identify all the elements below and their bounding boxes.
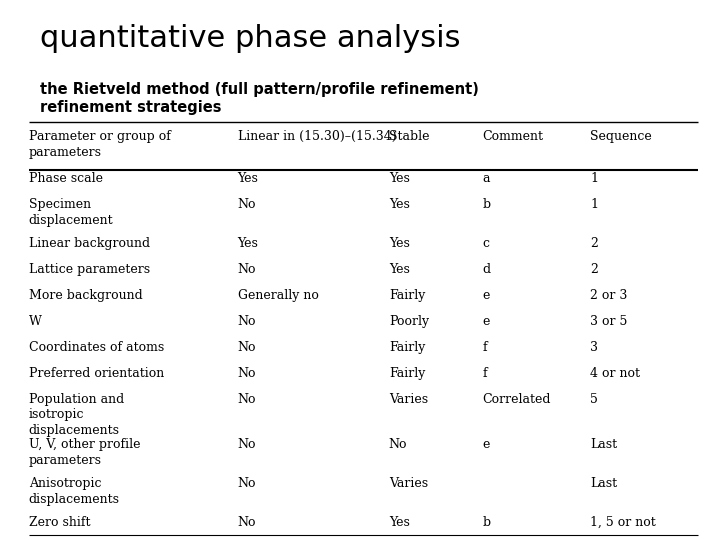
Text: 1: 1 [590, 198, 598, 211]
Text: 3: 3 [590, 341, 598, 354]
Text: 2 or 3: 2 or 3 [590, 289, 628, 302]
Text: f: f [482, 367, 487, 380]
Text: Phase scale: Phase scale [29, 172, 103, 185]
Text: Yes: Yes [389, 516, 410, 529]
Text: Yes: Yes [389, 198, 410, 211]
Text: e: e [482, 289, 490, 302]
Text: Specimen
displacement: Specimen displacement [29, 198, 114, 227]
Text: Linear in (15.30)–(15.34): Linear in (15.30)–(15.34) [238, 130, 396, 143]
Text: Varies: Varies [389, 393, 428, 406]
Text: Poorly: Poorly [389, 315, 429, 328]
Text: Last: Last [590, 438, 618, 451]
Text: Coordinates of atoms: Coordinates of atoms [29, 341, 164, 354]
Text: No: No [389, 438, 408, 451]
Text: Fairly: Fairly [389, 367, 426, 380]
Text: Sequence: Sequence [590, 130, 652, 143]
Text: No: No [238, 367, 256, 380]
Text: No: No [238, 315, 256, 328]
Text: Correlated: Correlated [482, 393, 551, 406]
Text: Lattice parameters: Lattice parameters [29, 263, 150, 276]
Text: e: e [482, 315, 490, 328]
Text: U, V, other profile
parameters: U, V, other profile parameters [29, 438, 140, 467]
Text: 2: 2 [590, 263, 598, 276]
Text: No: No [238, 263, 256, 276]
Text: Yes: Yes [389, 237, 410, 250]
Text: a: a [482, 172, 490, 185]
Text: No: No [238, 477, 256, 490]
Text: No: No [238, 516, 256, 529]
Text: c: c [482, 237, 490, 250]
Text: Yes: Yes [238, 172, 258, 185]
Text: quantitative phase analysis: quantitative phase analysis [40, 24, 460, 53]
Text: No: No [238, 341, 256, 354]
Text: 1: 1 [590, 172, 598, 185]
Text: More background: More background [29, 289, 143, 302]
Text: 5: 5 [590, 393, 598, 406]
Text: Preferred orientation: Preferred orientation [29, 367, 164, 380]
Text: Zero shift: Zero shift [29, 516, 90, 529]
Text: b: b [482, 516, 490, 529]
Text: Parameter or group of
parameters: Parameter or group of parameters [29, 130, 171, 159]
Text: Stable: Stable [389, 130, 429, 143]
Text: No: No [238, 438, 256, 451]
Text: Yes: Yes [238, 237, 258, 250]
Text: f: f [482, 341, 487, 354]
Text: the Rietveld method (full pattern/profile refinement): the Rietveld method (full pattern/profil… [40, 82, 479, 97]
Text: d: d [482, 263, 490, 276]
Text: Fairly: Fairly [389, 289, 426, 302]
Text: refinement strategies: refinement strategies [40, 100, 221, 115]
Text: No: No [238, 393, 256, 406]
Text: No: No [238, 198, 256, 211]
Text: 2: 2 [590, 237, 598, 250]
Text: Yes: Yes [389, 263, 410, 276]
Text: Anisotropic
displacements: Anisotropic displacements [29, 477, 120, 506]
Text: b: b [482, 198, 490, 211]
Text: Generally no: Generally no [238, 289, 318, 302]
Text: Fairly: Fairly [389, 341, 426, 354]
Text: 1, 5 or not: 1, 5 or not [590, 516, 656, 529]
Text: 3 or 5: 3 or 5 [590, 315, 628, 328]
Text: Comment: Comment [482, 130, 544, 143]
Text: W: W [29, 315, 42, 328]
Text: Last: Last [590, 477, 618, 490]
Text: Varies: Varies [389, 477, 428, 490]
Text: Yes: Yes [389, 172, 410, 185]
Text: 4 or not: 4 or not [590, 367, 640, 380]
Text: Population and
isotropic
displacements: Population and isotropic displacements [29, 393, 124, 436]
Text: Linear background: Linear background [29, 237, 150, 250]
Text: e: e [482, 438, 490, 451]
